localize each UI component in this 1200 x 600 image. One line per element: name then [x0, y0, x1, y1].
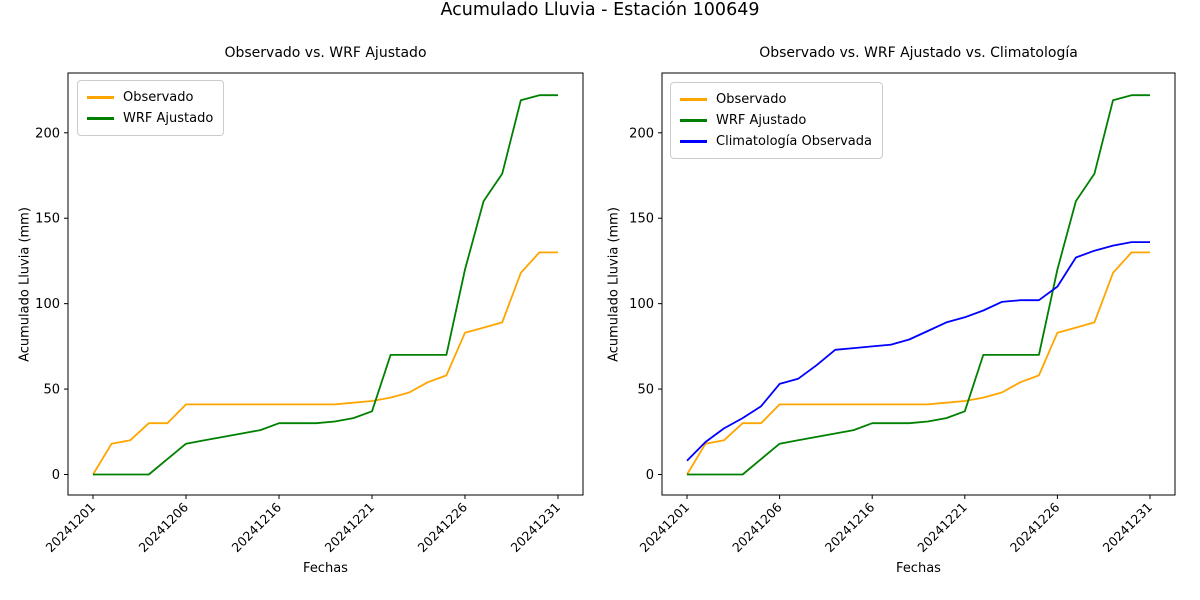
series-line-wrf-ajustado — [687, 94, 1150, 476]
x-tick-label: 20241226 — [1007, 499, 1063, 555]
plot-canvas: 0 50 100 150 200 20241201 20241206 20241216 2024… — [629, 72, 1176, 556]
legend-line-swatch — [87, 117, 114, 120]
y-tick-label: 50 — [637, 383, 654, 398]
y-tick-label: 150 — [35, 212, 60, 227]
legend-line-swatch — [680, 98, 707, 101]
legend-label: WRF Ajustado — [716, 113, 807, 128]
legend-item: WRF Ajustado — [87, 108, 213, 129]
legend-item: Climatología Observada — [680, 131, 872, 152]
x-tick-label: 20241206 — [136, 499, 192, 555]
legend-item: Observado — [680, 89, 872, 110]
legend-label: WRF Ajustado — [123, 111, 214, 126]
legend-item: Observado — [87, 87, 213, 108]
x-axis-label: Fechas — [303, 561, 348, 576]
x-axis-label: Fechas — [896, 561, 941, 576]
y-tick-label: 100 — [629, 297, 654, 312]
plot-border — [67, 72, 584, 496]
y-tick-label: 200 — [35, 126, 60, 141]
chart-title: Observado vs. WRF Ajustado — [224, 45, 427, 61]
x-tick-label: 20241226 — [415, 499, 471, 555]
x-tick-label: 20241206 — [729, 499, 785, 555]
x-tick-label: 20241221 — [914, 500, 970, 556]
y-tick-label: 0 — [52, 468, 60, 483]
legend-line-swatch — [680, 119, 707, 122]
series-line-observado — [686, 251, 1150, 475]
y-tick-label: 50 — [43, 383, 60, 398]
y-tick-label: 0 — [646, 468, 654, 483]
series-line-observado — [92, 251, 558, 475]
legend-item: WRF Ajustado — [680, 110, 872, 131]
x-tick-label: 20241221 — [322, 500, 378, 556]
x-tick-label: 20241216 — [229, 499, 285, 555]
series-line-wrf-ajustado — [93, 94, 558, 476]
legend-label: Climatología Observada — [716, 134, 872, 149]
x-tick-label: 20241201 — [43, 500, 99, 556]
chart-title: Observado vs. WRF Ajustado vs. Climatolo… — [759, 45, 1078, 61]
y-tick-label: 150 — [629, 212, 654, 227]
plot-canvas: 0 50 100 150 200 20241201 20241206 20241216 2024… — [35, 72, 584, 556]
x-tick-label: 20241231 — [1100, 500, 1156, 556]
legend: Observado WRF Ajustado Climatología Observ… — [670, 82, 883, 159]
legend-label: Observado — [123, 90, 194, 105]
legend-line-swatch — [87, 96, 114, 99]
series-line-climatolog-a-observada — [686, 241, 1150, 462]
legend: Observado WRF Ajustado — [77, 80, 225, 136]
x-tick-label: 20241231 — [508, 500, 564, 556]
y-tick-label: 200 — [629, 126, 654, 141]
plot-border — [661, 72, 1176, 496]
x-tick-label: 20241216 — [822, 499, 878, 555]
y-tick-label: 100 — [35, 297, 60, 312]
legend-label: Observado — [716, 92, 787, 107]
figure-title: Acumulado Lluvia - Estación 100649 — [440, 0, 760, 20]
legend-line-swatch — [680, 140, 707, 143]
x-tick-label: 20241201 — [637, 500, 693, 556]
